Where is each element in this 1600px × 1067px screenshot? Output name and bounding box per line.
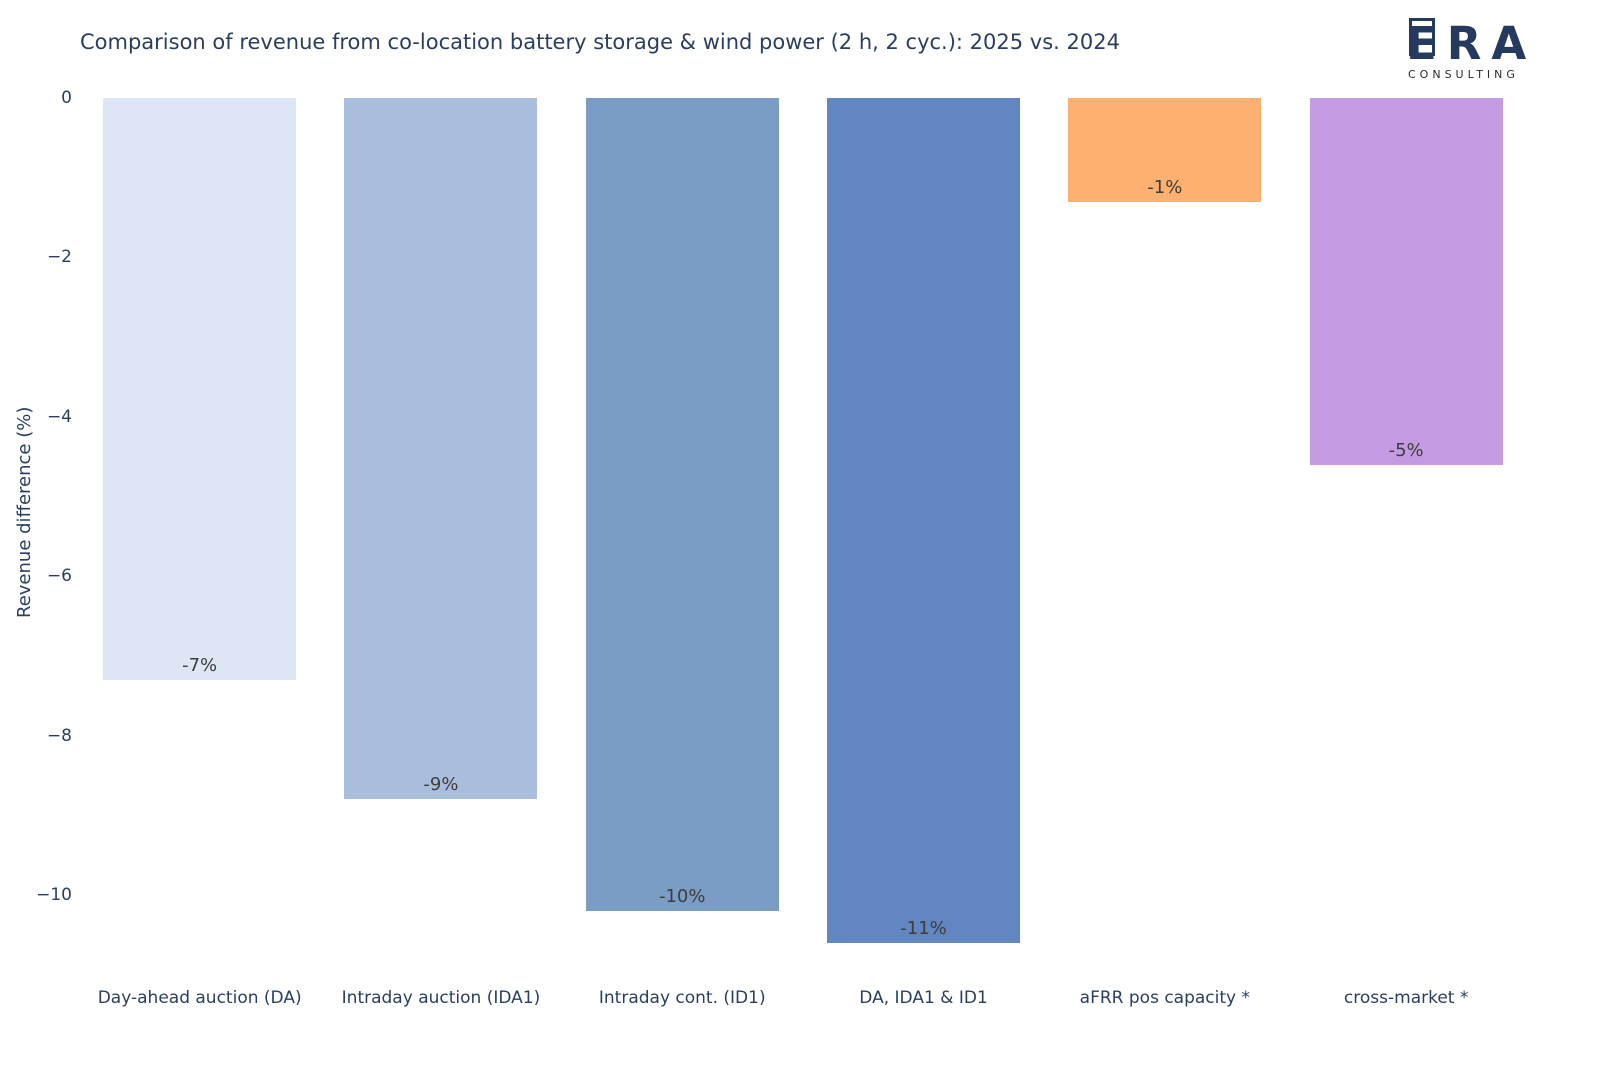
bar-1: -7% xyxy=(103,98,297,680)
bar-2: -9% xyxy=(344,98,538,800)
x-axis-category-label: DA, IDA1 & ID1 xyxy=(859,988,988,1008)
category-slot: -7% Day-ahead auction (DA) xyxy=(79,98,320,1048)
category-slot: -1% aFRR pos capacity * xyxy=(1044,98,1285,1048)
era-consulting-logo: ERA CONSULTING xyxy=(1406,18,1526,81)
y-tick-label: −2 xyxy=(46,247,72,268)
bar-3: -10% xyxy=(585,98,779,911)
category-slot: -9% Intraday auction (IDA1) xyxy=(320,98,561,1048)
bar-5: -1% xyxy=(1068,98,1262,202)
x-axis-category-label: cross-market * xyxy=(1343,988,1469,1008)
category-slot: -11% DA, IDA1 & ID1 xyxy=(803,98,1044,1048)
bar-value-label: -10% xyxy=(658,885,706,907)
bar-value-label: -7% xyxy=(182,654,218,676)
logo-subtitle: CONSULTING xyxy=(1408,68,1519,81)
logo-wordmark: ERA xyxy=(1406,17,1537,70)
y-tick-label: −6 xyxy=(46,566,72,587)
logo-square-icon xyxy=(1409,18,1435,56)
bar-value-label: -9% xyxy=(423,774,459,796)
plot-area: -7% Day-ahead auction (DA) -9% Intraday auc… xyxy=(79,98,1527,1048)
y-tick-label: 0 xyxy=(61,88,72,108)
y-tick-label: −4 xyxy=(46,406,72,427)
bar-value-label: -1% xyxy=(1147,176,1183,198)
x-axis-category-label: aFRR pos capacity * xyxy=(1079,988,1251,1008)
bar-value-label: -5% xyxy=(1388,439,1424,461)
bar-6: -5% xyxy=(1309,98,1503,465)
x-axis-category-label: Day-ahead auction (DA) xyxy=(97,988,302,1008)
x-axis-category-label: Intraday cont. (ID1) xyxy=(598,988,766,1008)
bar-4: -11% xyxy=(827,98,1021,943)
chart-title: Comparison of revenue from co-location b… xyxy=(80,30,1120,54)
x-axis-category-label: Intraday auction (IDA1) xyxy=(341,988,541,1008)
bar-value-label: -11% xyxy=(900,917,947,939)
category-slot: -10% Intraday cont. (ID1) xyxy=(562,98,803,1048)
y-tick-label: −10 xyxy=(36,885,72,905)
y-tick-label: −8 xyxy=(46,725,72,746)
category-slot: -5% cross-market * xyxy=(1286,98,1527,1048)
